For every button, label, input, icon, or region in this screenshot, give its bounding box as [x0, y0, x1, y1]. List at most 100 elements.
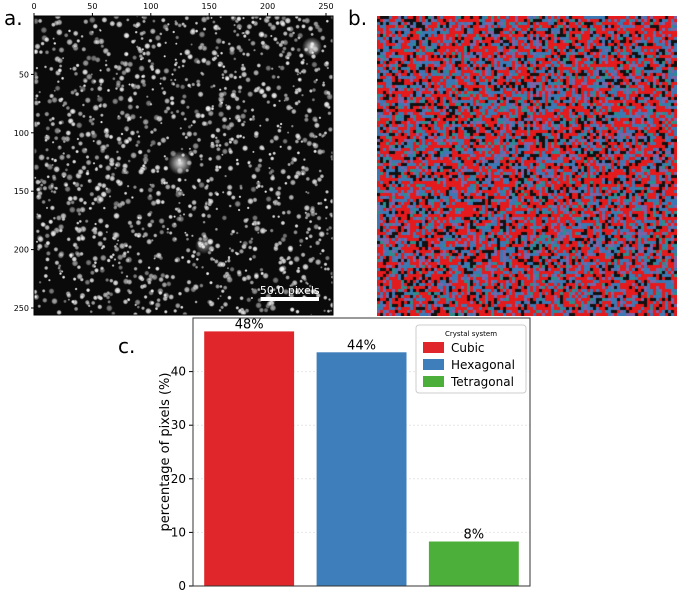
particle — [38, 90, 42, 94]
chart-frame — [192, 317, 531, 587]
particle — [235, 269, 243, 276]
particle — [76, 264, 82, 270]
particle — [269, 174, 276, 182]
particle — [184, 135, 189, 140]
particle — [149, 129, 155, 135]
particle — [271, 276, 280, 285]
particle — [230, 194, 237, 201]
bar-data-label: 8% — [463, 528, 484, 543]
particle — [173, 78, 177, 82]
particle — [106, 258, 112, 263]
particle — [198, 162, 205, 168]
particle — [239, 309, 248, 315]
particle — [74, 244, 80, 251]
particle — [198, 30, 206, 39]
particle — [228, 204, 233, 208]
particle — [124, 66, 132, 74]
particle — [90, 201, 96, 206]
particle — [313, 182, 319, 187]
particle — [119, 60, 126, 66]
particle — [282, 30, 289, 37]
particle — [163, 108, 169, 115]
particle — [168, 95, 176, 102]
particle — [296, 35, 302, 41]
particle — [111, 252, 116, 257]
particle — [256, 183, 262, 189]
particle — [141, 82, 147, 88]
particle — [141, 155, 150, 164]
particle — [303, 287, 311, 295]
particle — [183, 116, 188, 122]
particle — [84, 130, 92, 139]
y-tick-label: 0 — [178, 579, 186, 591]
particle — [152, 113, 161, 122]
particle — [101, 102, 108, 109]
particle — [35, 213, 43, 221]
particle — [134, 104, 140, 110]
particle — [140, 305, 146, 311]
particle — [317, 230, 326, 239]
particle — [182, 212, 186, 216]
particle — [92, 229, 99, 236]
particle — [174, 35, 180, 40]
particle — [215, 192, 220, 197]
particle — [36, 242, 44, 250]
particle — [285, 50, 293, 58]
particle — [97, 77, 106, 85]
particle — [105, 230, 109, 234]
particle — [196, 177, 202, 184]
particle — [152, 232, 158, 239]
particle — [264, 64, 272, 72]
x-tick-label: 100 — [143, 2, 158, 11]
particle — [45, 250, 52, 257]
particle — [114, 162, 119, 168]
particle — [279, 168, 287, 176]
particle — [221, 214, 228, 222]
particle — [44, 147, 50, 153]
particle — [111, 76, 116, 81]
particle — [251, 150, 255, 154]
particle — [82, 78, 88, 84]
particle — [217, 91, 226, 99]
particle — [138, 187, 145, 194]
particle — [209, 132, 217, 140]
y-tick-label: 30 — [171, 418, 186, 432]
particle — [158, 229, 165, 236]
particle — [81, 68, 89, 76]
particle — [319, 265, 323, 269]
particle — [34, 147, 38, 155]
particle — [97, 217, 105, 225]
particle — [179, 188, 183, 192]
particle — [148, 38, 153, 44]
particle — [181, 93, 188, 100]
particle — [186, 259, 192, 265]
particle — [111, 263, 115, 268]
particle — [96, 94, 101, 98]
particle — [241, 144, 249, 152]
particle — [329, 270, 333, 277]
particle — [221, 40, 226, 45]
particle — [170, 81, 176, 87]
legend-entry: Hexagonal — [451, 358, 515, 372]
particle — [161, 75, 168, 82]
legend-swatch — [423, 376, 444, 387]
particle — [191, 119, 197, 125]
particle — [141, 73, 146, 79]
particle — [35, 228, 41, 234]
particle — [81, 103, 86, 107]
particle — [269, 155, 275, 162]
particle — [116, 239, 120, 242]
particle — [235, 231, 239, 235]
particle — [191, 261, 197, 268]
particle — [35, 186, 42, 193]
particle — [204, 59, 212, 67]
particle — [36, 235, 45, 244]
particle — [34, 96, 38, 101]
particle — [330, 280, 333, 285]
particle — [40, 41, 46, 47]
particle — [169, 110, 174, 115]
particle — [189, 285, 197, 294]
particle — [106, 299, 112, 305]
particle — [183, 285, 191, 294]
particle — [92, 38, 99, 46]
